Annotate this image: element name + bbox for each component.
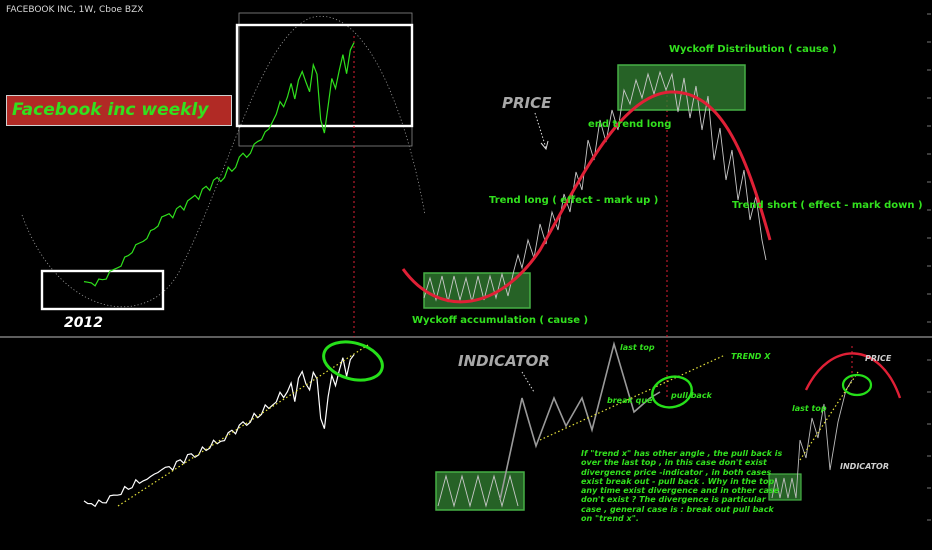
indicator-trendline — [117, 344, 369, 507]
divergence-ellipse-1 — [322, 340, 384, 382]
break-out-label: break que — [607, 396, 653, 405]
indicator-box-zigzag — [437, 474, 519, 508]
dotted-arc — [21, 15, 426, 308]
wyckoff-distribution-label: Wyckoff Distribution ( cause ) — [669, 44, 837, 55]
mini-red-curve — [804, 352, 902, 399]
year-label: 2012 — [64, 315, 103, 331]
price-arrow-head — [540, 140, 549, 151]
chart-title-badge: Facebook inc weekly — [6, 95, 232, 126]
price-arrow — [534, 112, 547, 149]
indicator-label: INDICATOR — [458, 352, 550, 370]
schematic-indicator-zigzag — [499, 340, 661, 501]
red-cycle-curve — [401, 90, 772, 304]
price-series-line — [83, 42, 355, 287]
pull-back-label: pull back — [671, 391, 712, 400]
mini-indicator-label: INDICATOR — [840, 462, 890, 471]
wyckoff-accumulation-label: Wyckoff accumulation ( cause ) — [412, 315, 589, 326]
mini-price-label: PRICE — [865, 354, 892, 363]
mini-ellipse — [841, 373, 873, 397]
indicator-arrow — [521, 371, 535, 393]
chart-ticker: FACEBOOK INC, 1W, Cboe BZX — [6, 5, 144, 15]
top-box — [235, 23, 414, 128]
end-trend-long-label: end trend long — [588, 119, 672, 130]
trend-x-label: TREND X — [731, 352, 771, 361]
price-label: PRICE — [502, 94, 552, 112]
explanation-note: If "trend x" has other angle , the pull … — [581, 449, 783, 524]
distribution-box — [617, 64, 746, 111]
mini-last-top-label: last top — [792, 404, 827, 413]
bottom-box-2012 — [40, 269, 165, 311]
pull-back-ellipse — [651, 375, 693, 409]
schematic-price-zigzag — [423, 70, 767, 303]
mini-trendline — [799, 371, 859, 461]
last-top-label: last top — [620, 343, 655, 352]
trend-short-label: Trend short ( effect - mark down ) — [732, 200, 923, 211]
trend-long-label: Trend long ( effect - mark up ) — [489, 195, 659, 206]
mini-zigzag — [771, 379, 853, 499]
indicator-series-line — [83, 354, 355, 508]
